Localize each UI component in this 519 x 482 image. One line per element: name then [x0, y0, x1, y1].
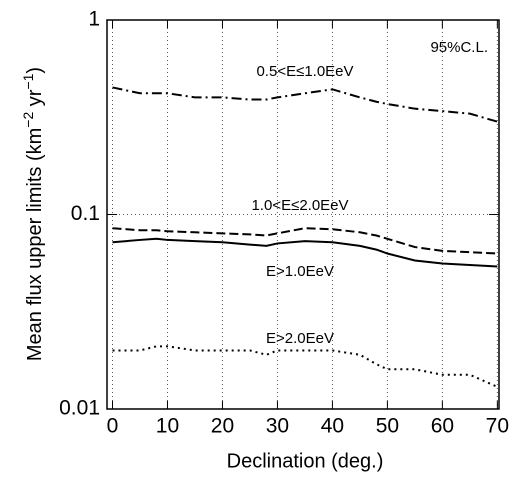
x-axis-title: Declination (deg.)	[227, 450, 384, 472]
y-tick-label: 0.01	[59, 397, 100, 420]
series-label: 1.0<E≤2.0EeV	[251, 197, 348, 214]
x-tick-label: 30	[266, 415, 289, 438]
x-tick-label: 40	[321, 415, 344, 438]
annotation: 95%C.L.	[430, 39, 488, 56]
series-label: E>1.0EeV	[266, 263, 334, 280]
y-title-part: yr	[24, 89, 46, 112]
plot-frame	[106, 19, 500, 410]
y-title-sup: −1	[20, 73, 36, 89]
series-label: E>2.0EeV	[266, 330, 334, 347]
x-tick-label: 50	[376, 415, 399, 438]
series-line	[112, 345, 498, 388]
x-tick-label: 20	[211, 415, 234, 438]
x-tick-label: 70	[486, 415, 509, 438]
series-label: 0.5<E≤1.0EeV	[256, 63, 353, 80]
x-tick-label: 60	[431, 415, 454, 438]
series-line	[112, 237, 498, 268]
y-title-part: )	[24, 67, 46, 74]
y-title-sup: −2	[20, 112, 36, 128]
series-line	[112, 227, 498, 255]
y-axis-title: Mean flux upper limits (km−2 yr−1)	[20, 67, 47, 361]
x-tick-label: 10	[156, 415, 179, 438]
x-tick-label: 0	[107, 415, 119, 438]
series-line	[112, 86, 498, 123]
y-title-part: Mean flux upper limits (km	[24, 128, 46, 361]
y-tick-label: 1	[88, 8, 100, 31]
y-tick-label: 0.1	[71, 202, 100, 225]
